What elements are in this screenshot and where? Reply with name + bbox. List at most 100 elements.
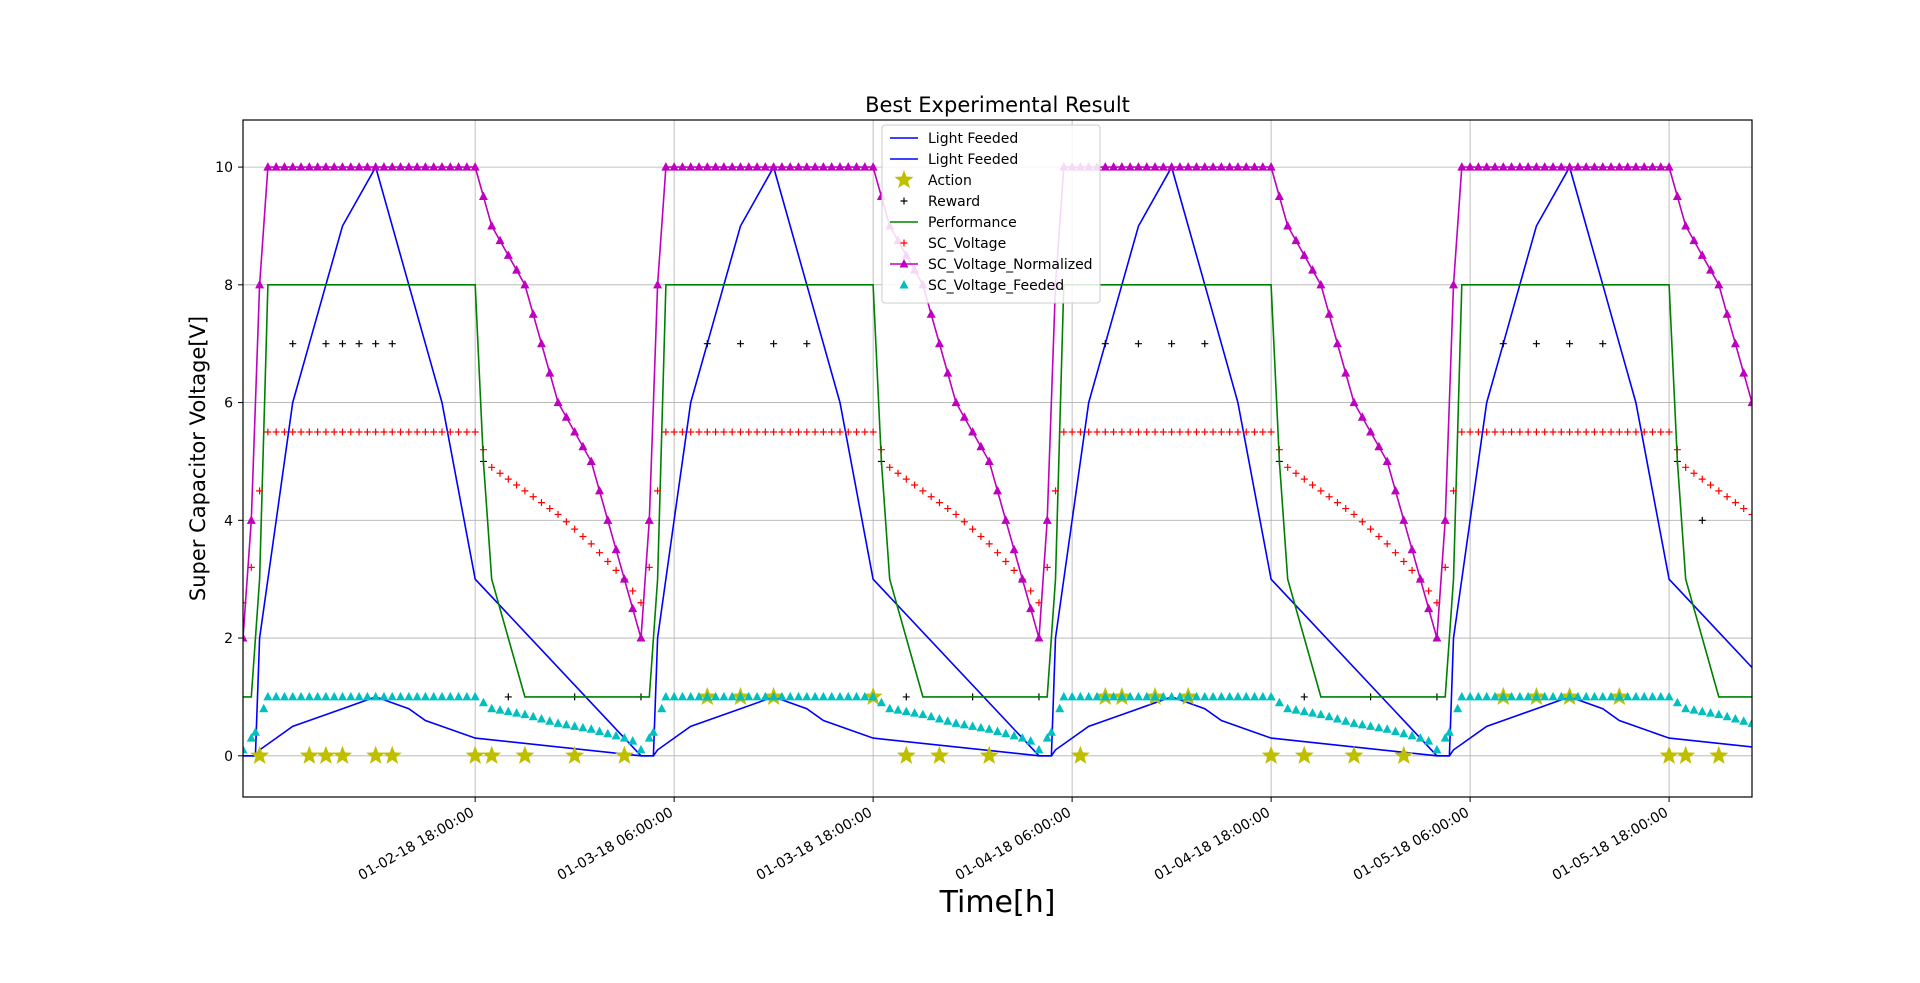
data-point xyxy=(553,718,563,727)
data-point xyxy=(437,691,447,701)
data-point xyxy=(1158,162,1168,171)
data-point xyxy=(479,446,487,454)
data-point xyxy=(521,487,529,495)
data-point xyxy=(1589,162,1599,171)
data-point xyxy=(1043,563,1051,571)
data-point xyxy=(503,706,513,716)
data-point xyxy=(595,726,605,736)
data-point xyxy=(586,456,596,465)
data-point xyxy=(1192,428,1200,436)
data-point xyxy=(1556,691,1566,701)
data-point xyxy=(1349,718,1359,727)
data-point xyxy=(902,475,910,483)
data-point xyxy=(1425,587,1433,595)
data-point xyxy=(1599,340,1607,348)
data-point xyxy=(382,745,402,764)
data-point xyxy=(1548,162,1558,171)
data-point xyxy=(256,487,264,495)
data-point xyxy=(1581,162,1591,171)
data-point xyxy=(896,745,916,764)
data-point xyxy=(993,485,1002,495)
series-sc-voltage-feeded-7 xyxy=(243,691,1752,754)
data-point xyxy=(1225,162,1235,171)
data-point xyxy=(513,481,521,489)
data-point xyxy=(1714,279,1724,289)
data-point xyxy=(1399,515,1409,524)
data-point xyxy=(1060,428,1068,436)
data-point xyxy=(545,368,555,377)
data-point xyxy=(1390,726,1400,736)
data-point xyxy=(404,162,414,171)
data-point xyxy=(321,162,331,171)
data-point xyxy=(1284,463,1292,471)
data-point xyxy=(1242,428,1250,436)
data-point xyxy=(1133,691,1143,701)
data-point xyxy=(259,703,269,713)
data-point xyxy=(753,428,761,436)
data-point xyxy=(1807,567,1814,574)
data-point xyxy=(321,691,331,701)
data-point xyxy=(843,162,853,171)
data-point xyxy=(487,703,497,713)
data-point xyxy=(337,162,347,171)
data-point xyxy=(1275,446,1283,454)
data-point xyxy=(612,566,620,574)
data-point xyxy=(1357,412,1367,421)
data-point xyxy=(1659,745,1679,764)
data-point xyxy=(1697,706,1707,716)
data-point xyxy=(1508,428,1516,436)
legend-swatch xyxy=(900,197,908,205)
data-point xyxy=(918,709,928,719)
data-point xyxy=(728,428,736,436)
data-point xyxy=(1673,446,1681,454)
data-point xyxy=(695,428,703,436)
data-point xyxy=(1491,428,1499,436)
data-point xyxy=(1299,250,1309,259)
data-point xyxy=(1756,412,1765,421)
data-point xyxy=(1375,533,1383,541)
data-point xyxy=(1374,722,1384,732)
data-point xyxy=(976,441,986,451)
data-point xyxy=(719,691,729,701)
chart-title: Best Experimental Result xyxy=(865,93,1130,117)
data-point xyxy=(322,428,330,436)
data-point xyxy=(1473,691,1483,701)
data-point xyxy=(1134,428,1142,436)
data-point xyxy=(1714,709,1724,719)
data-point xyxy=(968,721,978,730)
data-point xyxy=(930,745,949,764)
data-point xyxy=(482,745,502,764)
data-point xyxy=(1822,604,1831,613)
series-line xyxy=(243,284,1752,698)
data-point xyxy=(927,493,935,501)
data-point xyxy=(1516,428,1524,436)
data-point xyxy=(636,633,646,642)
data-point xyxy=(1349,397,1359,407)
data-point xyxy=(869,428,877,436)
data-point xyxy=(496,469,504,477)
data-point xyxy=(1125,162,1135,171)
data-point xyxy=(1407,544,1417,554)
data-point xyxy=(835,162,845,171)
data-point xyxy=(595,485,605,495)
data-point xyxy=(1532,428,1540,436)
data-point xyxy=(255,279,265,289)
data-point xyxy=(818,691,828,701)
data-point xyxy=(1300,693,1308,701)
legend: Light Feeded Light Feeded Action Reward Perf… xyxy=(881,124,1101,304)
data-point xyxy=(1251,428,1259,436)
data-point xyxy=(271,691,281,701)
data-point xyxy=(1483,428,1491,436)
data-point xyxy=(1118,428,1126,436)
data-point xyxy=(1233,691,1243,701)
data-point xyxy=(1432,744,1442,754)
data-point xyxy=(1350,510,1358,518)
data-point xyxy=(1167,691,1177,701)
legend-swatch xyxy=(899,280,909,289)
x-axis-ticks: 01-02-18 18:00:00 01-03-18 06:00:00 01-03-… xyxy=(356,797,1671,884)
data-point xyxy=(279,162,289,171)
data-point xyxy=(536,338,546,348)
data-point xyxy=(1158,691,1168,701)
data-point xyxy=(1266,691,1276,701)
data-point xyxy=(1450,487,1458,495)
